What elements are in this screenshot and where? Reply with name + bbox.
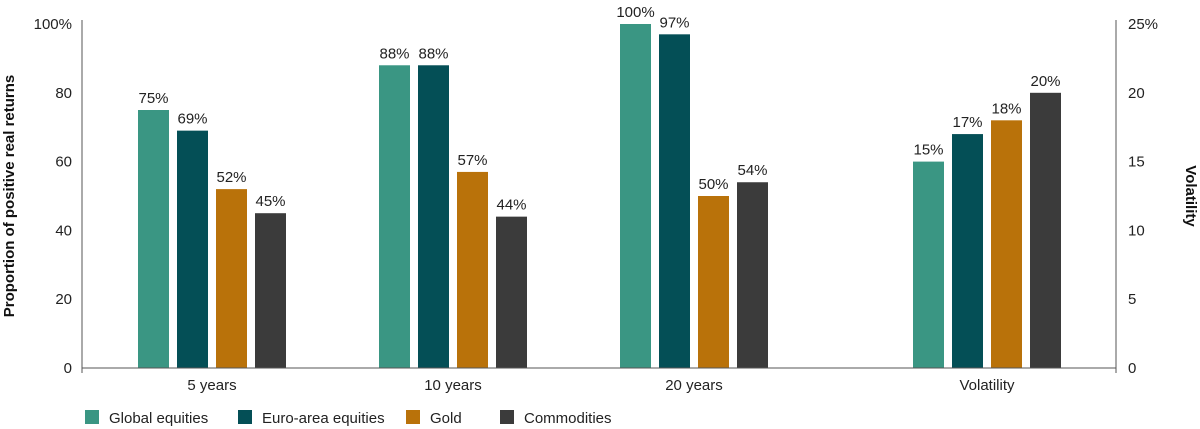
right-tick-3: 15 [1128, 154, 1145, 171]
data-label-0-3: 45% [255, 193, 285, 210]
left-tick-0: 0 [64, 360, 72, 377]
bar-2-3 [737, 182, 768, 368]
data-label-0-0: 75% [138, 90, 168, 107]
data-label-3-0: 15% [913, 142, 943, 159]
right-y-tick-labels: 0 5 10 15 20 25% [1128, 16, 1158, 377]
category-label-0: 5 years [187, 377, 236, 394]
right-tick-4: 20 [1128, 85, 1145, 102]
data-label-1-1: 88% [418, 45, 448, 62]
data-label-3-1: 17% [952, 114, 982, 131]
x-category-labels: 5 years 10 years 20 years Volatility [187, 377, 1015, 394]
right-tick-1: 5 [1128, 291, 1136, 308]
bar-2-2 [698, 196, 729, 368]
legend: Global equities Euro-area equities Gold Com… [85, 410, 612, 427]
data-labels-layer: 75% 69% 52% 45% 88% 88% 57% 44% 100% 97% 50% 54% 15%… [138, 4, 1060, 214]
bar-0-3 [255, 213, 286, 368]
left-tick-2: 40 [55, 222, 72, 239]
bar-3-3 [1030, 92, 1061, 369]
right-tick-0: 0 [1128, 360, 1136, 377]
category-label-2: 20 years [665, 377, 723, 394]
data-label-2-3: 54% [737, 162, 767, 179]
bar-1-3 [496, 216, 527, 368]
category-label-1: 10 years [424, 377, 482, 394]
data-label-2-2: 50% [698, 176, 728, 193]
left-tick-4: 80 [55, 85, 72, 102]
right-tick-2: 10 [1128, 222, 1145, 239]
bar-3-0 [913, 161, 944, 368]
legend-swatch-3 [500, 410, 514, 424]
legend-swatch-2 [406, 410, 420, 424]
bar-2-1 [659, 34, 690, 368]
bar-0-2 [216, 189, 247, 368]
left-y-tick-labels: 0 20 40 60 80 100% [34, 16, 72, 377]
legend-label-2: Gold [430, 410, 462, 427]
left-tick-3: 60 [55, 154, 72, 171]
bar-1-1 [418, 65, 449, 368]
bar-1-0 [379, 65, 410, 368]
data-label-3-3: 20% [1030, 73, 1060, 90]
data-label-1-0: 88% [379, 45, 409, 62]
bar-3-1 [952, 134, 983, 368]
bars-layer [138, 24, 1061, 369]
data-label-2-0: 100% [616, 4, 654, 21]
right-y-axis-title: Volatility [1182, 165, 1199, 227]
left-y-axis-title: Proportion of positive real returns [1, 75, 18, 318]
legend-swatch-1 [238, 410, 252, 424]
data-label-0-1: 69% [177, 111, 207, 128]
left-tick-1: 20 [55, 291, 72, 308]
bar-1-2 [457, 171, 488, 368]
bar-0-1 [177, 130, 208, 368]
bar-0-0 [138, 110, 169, 368]
left-tick-5: 100% [34, 16, 72, 33]
right-tick-5: 25% [1128, 16, 1158, 33]
legend-label-0: Global equities [109, 410, 208, 427]
legend-label-1: Euro-area equities [262, 410, 385, 427]
legend-swatch-0 [85, 410, 99, 424]
data-label-1-2: 57% [457, 152, 487, 169]
axes-layer [81, 20, 1117, 373]
data-label-3-2: 18% [991, 100, 1021, 117]
data-label-1-3: 44% [496, 197, 526, 214]
legend-label-3: Commodities [524, 410, 612, 427]
bar-3-2 [991, 120, 1022, 368]
data-label-0-2: 52% [216, 169, 246, 186]
bar-2-0 [620, 24, 651, 368]
data-label-2-1: 97% [659, 14, 689, 31]
category-label-3: Volatility [959, 377, 1015, 394]
